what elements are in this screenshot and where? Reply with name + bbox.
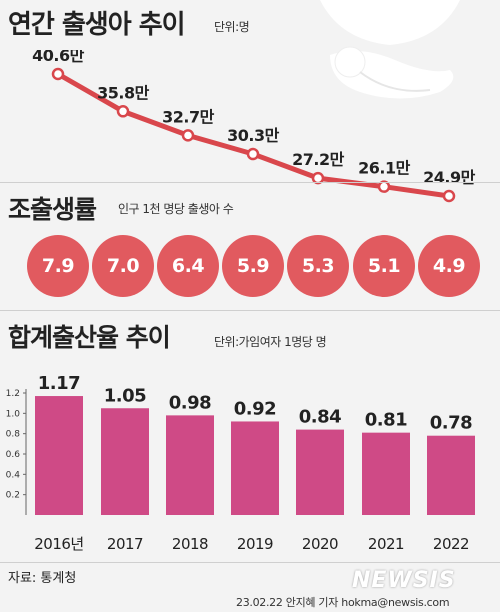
crude-rate-circle: 7.9 <box>27 235 89 297</box>
crude-rate-circle: 7.0 <box>92 235 154 297</box>
crude-rate-note: 인구 1천 명당 출생아 수 <box>118 202 234 216</box>
y-tick-label: 1.0 <box>6 409 21 419</box>
tfr-value-label: 0.98 <box>169 392 211 413</box>
credit-line: 23.02.22 안지혜 기자 hokma@newsis.com <box>236 596 450 609</box>
x-tick-label: 2016년 <box>34 535 83 553</box>
section-divider <box>0 562 500 563</box>
newsis-logo: NEWSIS <box>352 568 456 593</box>
tfr-bar <box>362 432 410 515</box>
birth-data-label: 32.7만 <box>162 107 214 126</box>
tfr-value-label: 0.81 <box>365 410 407 431</box>
tfr-bar <box>166 415 214 515</box>
birth-data-point <box>51 67 65 81</box>
crude-rate-circle: 5.1 <box>353 235 415 297</box>
birth-data-point <box>246 147 260 161</box>
birth-data-point <box>377 180 391 193</box>
section-divider <box>0 182 500 183</box>
x-tick-label: 2022 <box>433 535 469 553</box>
tfr-bar <box>101 408 149 515</box>
tfr-value-label: 1.05 <box>104 385 146 406</box>
crude-rate-circle: 6.4 <box>157 235 219 297</box>
tfr-title: 합계출산율 추이 <box>8 323 171 352</box>
y-tick-label: 0.8 <box>6 430 21 440</box>
crude-rate-title: 조출생률 <box>8 195 97 224</box>
x-tick-label: 2021 <box>368 535 404 553</box>
x-tick-label: 2020 <box>302 535 338 553</box>
birth-trend-title: 연간 출생아 추이 <box>8 10 186 40</box>
x-tick-label: 2019 <box>237 535 273 553</box>
x-tick-label: 2018 <box>172 535 208 553</box>
birth-data-point <box>442 189 456 203</box>
section-divider <box>0 310 500 311</box>
crude-rate-circle: 4.9 <box>418 235 480 297</box>
birth-data-point <box>311 171 325 185</box>
y-tick-label: 1.2 <box>6 389 20 399</box>
y-tick-label: 0.2 <box>6 491 20 501</box>
tfr-value-label: 0.84 <box>299 407 341 428</box>
birth-line-chart: 40.6만 35.8만 32.7만 30.3만 27.2만 26.1만 24.9만 <box>32 50 476 203</box>
source-label: 자료: 통계청 <box>8 571 77 586</box>
tfr-value-label: 0.92 <box>234 398 276 419</box>
y-tick-label: 0.6 <box>6 450 21 460</box>
tfr-bar <box>231 421 279 515</box>
y-tick-label: 0.4 <box>6 470 21 480</box>
birth-data-point <box>181 129 195 142</box>
crude-rate-circle: 5.9 <box>222 235 284 297</box>
birth-data-label: 30.3만 <box>227 126 279 145</box>
tfr-bar <box>427 435 475 515</box>
tfr-bar-chart: 0.2 0.4 0.6 0.8 1.0 1.2 1.17 1.05 0.98 0.92 0.84 0… <box>6 373 475 553</box>
birth-data-label: 40.6만 <box>32 50 84 65</box>
x-tick-label: 2017 <box>107 535 143 553</box>
tfr-value-label: 1.17 <box>38 373 80 394</box>
tfr-bar <box>35 396 83 515</box>
tfr-unit: 단위:가임여자 1명당 명 <box>214 335 327 349</box>
crude-rate-circle: 5.3 <box>287 235 349 297</box>
birth-data-label: 27.2만 <box>292 150 344 169</box>
mother-baby-illustration <box>320 0 460 99</box>
tfr-bar <box>296 429 344 515</box>
birth-data-point <box>116 105 130 118</box>
birth-data-label: 24.9만 <box>423 168 475 187</box>
birth-trend-unit: 단위:명 <box>214 20 250 34</box>
birth-data-label: 26.1만 <box>358 159 410 178</box>
tfr-value-label: 0.78 <box>430 413 472 434</box>
birth-data-label: 35.8만 <box>97 83 149 102</box>
